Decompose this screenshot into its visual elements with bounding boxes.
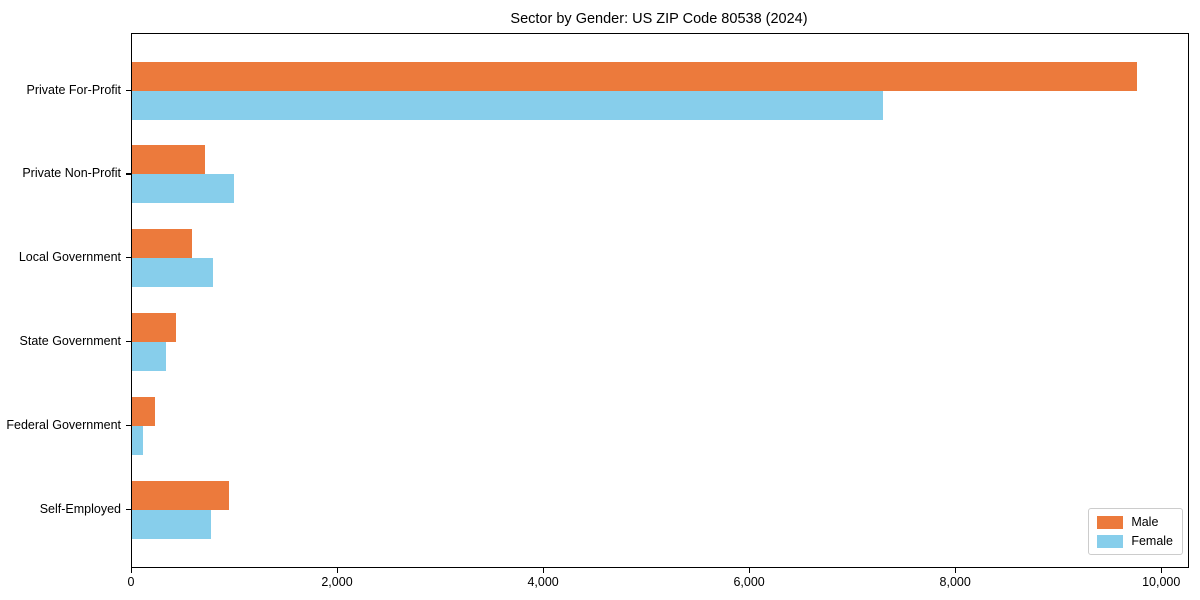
legend-item-female: Female [1097, 534, 1173, 548]
chart-title: Sector by Gender: US ZIP Code 80538 (202… [510, 11, 808, 27]
x-tick-label: 8,000 [939, 575, 971, 589]
x-tick-label: 6,000 [733, 575, 765, 589]
female-legend-swatch [1097, 534, 1124, 548]
x-tick-mark [749, 568, 751, 573]
y-tick-mark [126, 173, 131, 175]
male-legend-swatch [1097, 515, 1124, 529]
bar-male-4 [132, 312, 177, 342]
x-tick-mark [131, 568, 133, 573]
y-tick-label: Local Government [18, 250, 121, 265]
x-tick-mark [543, 568, 545, 573]
bar-female-5 [132, 425, 144, 455]
bar-female-3 [132, 258, 214, 288]
x-tick-label: 2,000 [321, 575, 353, 589]
y-tick-label: State Government [19, 333, 121, 348]
y-tick-mark [126, 424, 131, 426]
y-tick-label: Private For-Profit [26, 82, 121, 97]
bar-male-1 [132, 61, 1137, 91]
y-tick-mark [126, 257, 131, 259]
legend: Male Female [1088, 508, 1183, 555]
x-tick-label: 0 [127, 575, 135, 589]
y-tick-label: Federal Government [6, 417, 121, 432]
bar-female-2 [132, 174, 234, 204]
bar-male-6 [132, 480, 229, 510]
x-tick-mark [1161, 568, 1163, 573]
x-tick-label: 4,000 [527, 575, 559, 589]
x-tick-mark [337, 568, 339, 573]
bar-female-6 [132, 509, 212, 539]
legend-item-male: Male [1097, 515, 1173, 529]
x-tick-label: 10,000 [1142, 575, 1181, 589]
bar-female-4 [132, 341, 166, 371]
y-tick-label: Private Non-Profit [22, 166, 121, 181]
plot-area: Male Female [131, 33, 1189, 568]
bar-male-3 [132, 229, 192, 259]
bar-male-2 [132, 145, 206, 175]
male-legend-label: Male [1131, 515, 1159, 529]
y-tick-mark [126, 508, 131, 510]
female-legend-label: Female [1131, 534, 1173, 548]
bar-female-1 [132, 90, 883, 120]
x-tick-mark [955, 568, 957, 573]
y-tick-mark [126, 89, 131, 91]
y-tick-label: Self-Employed [39, 501, 121, 516]
bar-male-5 [132, 396, 155, 426]
y-tick-mark [126, 340, 131, 343]
